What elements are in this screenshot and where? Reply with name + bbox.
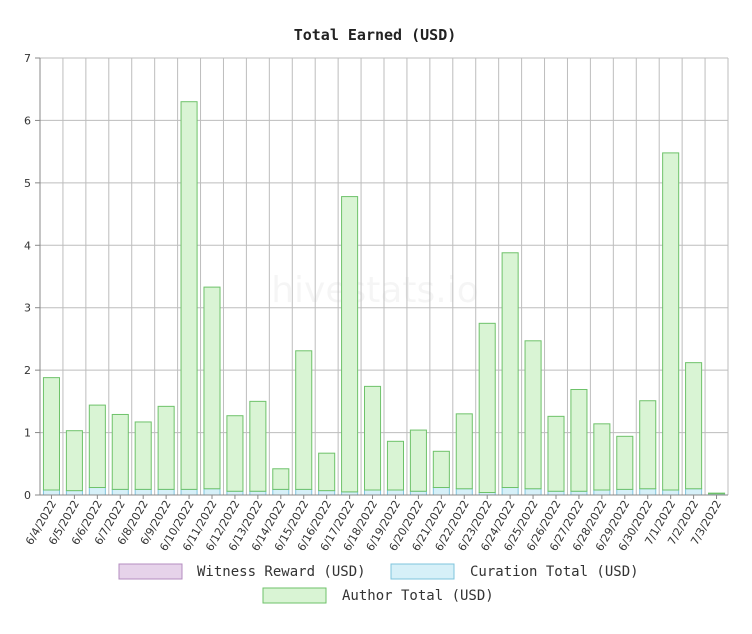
legend-label: Author Total (USD) xyxy=(342,588,494,604)
bar-curation xyxy=(157,488,175,496)
bar-author xyxy=(226,415,244,492)
legend-label: Witness Reward (USD) xyxy=(197,564,366,580)
bar-author xyxy=(432,450,450,489)
bar-curation xyxy=(524,488,542,496)
y-tick-label: 2 xyxy=(24,364,31,377)
bar-curation xyxy=(88,487,106,496)
y-tick-label: 3 xyxy=(24,302,31,315)
bar-curation xyxy=(226,490,244,496)
bar-author xyxy=(341,196,359,493)
bar-curation xyxy=(249,490,267,496)
bar-author xyxy=(65,430,83,492)
bar-author xyxy=(386,440,404,491)
bar-author xyxy=(662,152,680,491)
bar-author xyxy=(88,404,106,489)
bar-curation xyxy=(318,490,336,496)
bar-author xyxy=(272,468,290,490)
bar-curation xyxy=(180,488,198,496)
bar-author xyxy=(157,405,175,490)
bar-curation xyxy=(432,487,450,496)
bar-curation xyxy=(570,490,588,496)
legend-swatch xyxy=(390,563,455,580)
y-tick-label: 0 xyxy=(24,489,31,502)
legend-swatch xyxy=(262,587,327,604)
bar-curation xyxy=(295,488,313,496)
y-axis: 0 1 2 3 4 5 6 7 xyxy=(24,52,41,502)
bar-curation xyxy=(203,488,221,496)
bar-author xyxy=(364,385,382,491)
bar-curation xyxy=(386,489,404,496)
bar-author xyxy=(593,423,611,491)
bar-author xyxy=(570,388,588,492)
bar-curation xyxy=(111,488,129,496)
chart-title: Total Earned (USD) xyxy=(294,26,457,44)
bar-author xyxy=(478,322,496,494)
bar-author xyxy=(409,429,427,492)
y-tick-label: 5 xyxy=(24,177,31,190)
y-tick-label: 7 xyxy=(24,52,31,65)
bar-curation xyxy=(134,488,152,496)
bar-author xyxy=(547,415,565,492)
bar-curation xyxy=(455,488,473,496)
bar-curation xyxy=(364,489,382,496)
bar-author xyxy=(134,421,152,490)
y-tick-label: 1 xyxy=(24,427,31,440)
bar-author xyxy=(42,377,60,491)
bar-curation xyxy=(547,490,565,496)
bar-curation xyxy=(662,489,680,496)
bar-curation xyxy=(501,487,519,496)
bar-author xyxy=(455,413,473,490)
bar-curation xyxy=(639,488,657,496)
bar-author xyxy=(524,340,542,490)
watermark: hivestats.io xyxy=(271,270,479,311)
bar-curation xyxy=(65,490,83,496)
legend: Witness Reward (USD) Curation Total (USD)… xyxy=(118,563,639,604)
y-tick-label: 4 xyxy=(24,239,31,252)
bar-author xyxy=(295,350,313,490)
bar-author xyxy=(708,492,726,495)
bar-curation xyxy=(409,490,427,496)
bar-curation xyxy=(593,489,611,496)
grid xyxy=(39,57,729,496)
bar-author xyxy=(685,362,703,490)
bar-curation xyxy=(272,488,290,496)
bar-curation xyxy=(616,488,634,496)
bar-author xyxy=(318,452,336,492)
y-tick-label: 6 xyxy=(24,114,31,127)
bar-author xyxy=(616,435,634,490)
bar-author xyxy=(639,400,657,490)
bar-author xyxy=(249,400,267,492)
legend-label: Curation Total (USD) xyxy=(470,564,639,580)
bar-author xyxy=(203,286,221,490)
bars xyxy=(42,101,726,496)
x-axis: 6/4/20226/5/20226/6/20226/7/20226/8/2022… xyxy=(23,494,728,553)
bar-curation xyxy=(42,489,60,496)
bar-author xyxy=(501,252,519,489)
bar-author xyxy=(111,413,129,490)
legend-swatch xyxy=(118,563,183,580)
bar-author xyxy=(180,101,198,490)
bar-curation xyxy=(685,488,703,496)
